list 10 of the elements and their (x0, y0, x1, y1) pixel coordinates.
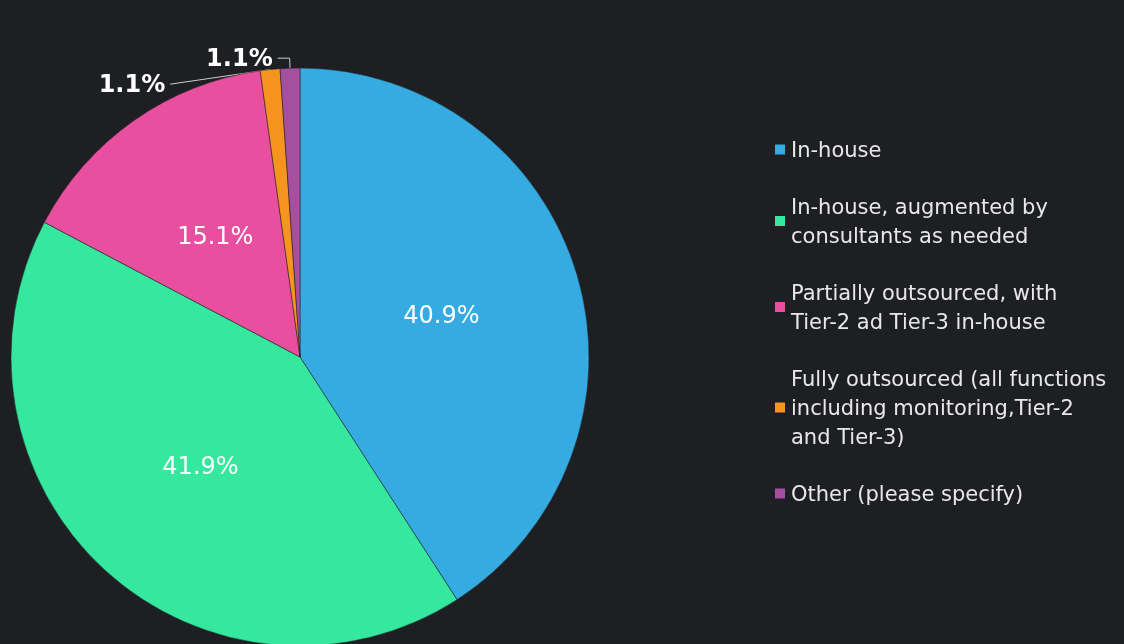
data-label: 41.9% (162, 451, 239, 480)
legend-label: Fully outsourced (all functions including monitoring,Tier-2 and Tier-3) (791, 366, 1113, 449)
data-label: 1.1% (206, 44, 273, 73)
legend-label: Partially outsourced, with Tier-2 ad Tier-3 in-house (790, 280, 1064, 334)
legend-label: Other (please specify) (791, 481, 1024, 506)
data-label: 1.1% (98, 70, 166, 99)
legend-label: In-house (791, 137, 882, 162)
data-label: 40.9% (403, 301, 480, 330)
data-label: 15.1% (177, 222, 254, 251)
legend-label: In-house, augmented by consultants as needed (791, 194, 1055, 248)
